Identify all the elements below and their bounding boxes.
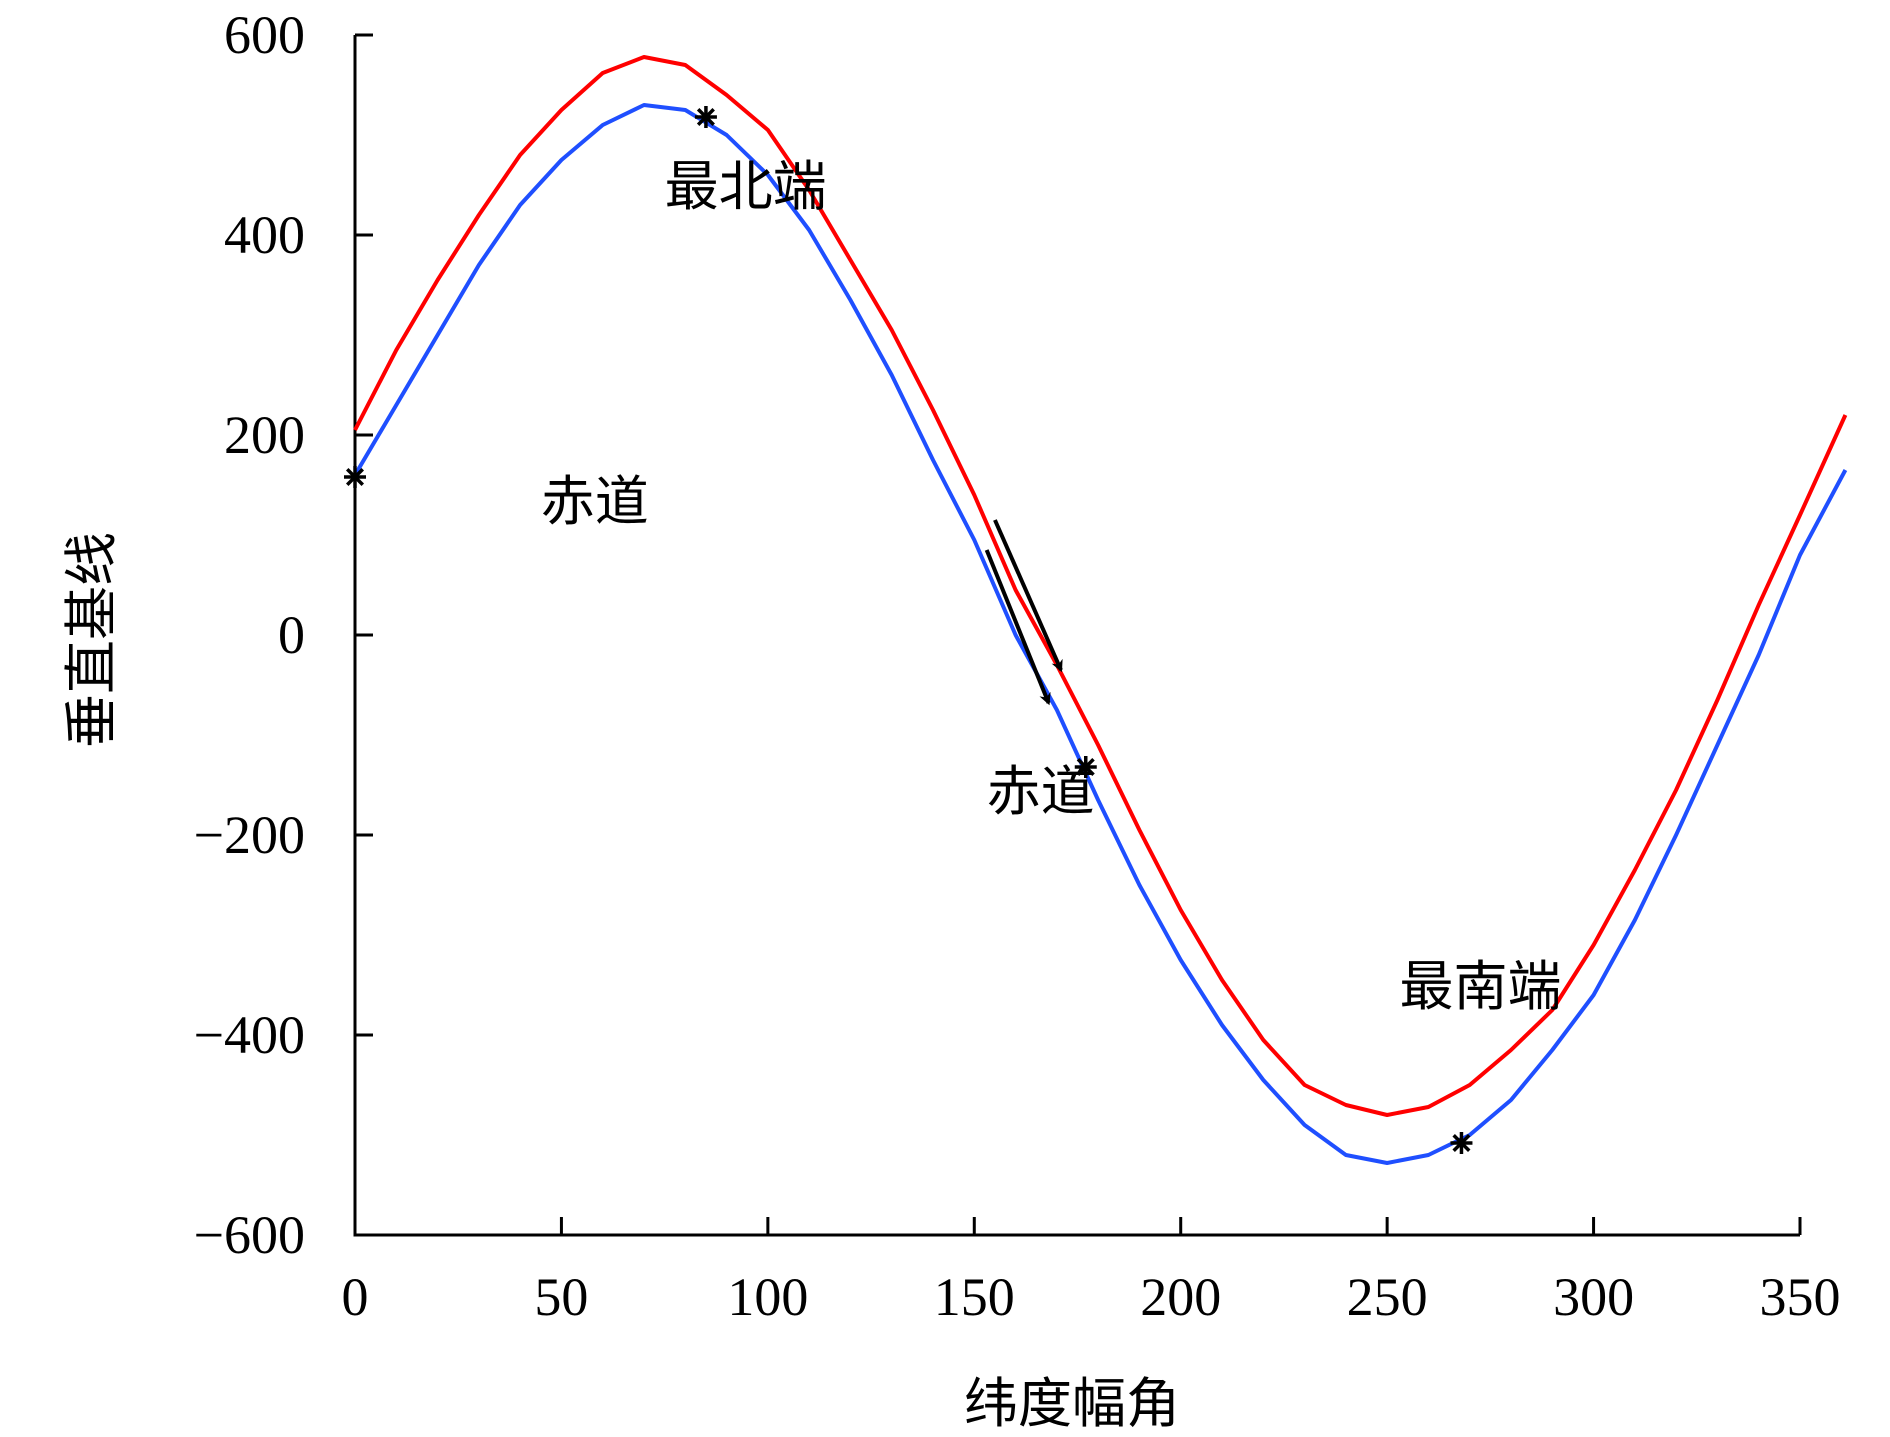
annotation-label: 赤道 (541, 470, 649, 533)
x-tick-label: 350 (1760, 1267, 1841, 1327)
star-marker-stroke (696, 107, 715, 127)
x-tick-label: 50 (534, 1267, 588, 1327)
y-tick-label: 0 (278, 605, 305, 665)
x-tick-label: 250 (1347, 1267, 1428, 1327)
star-marker-stroke (1076, 757, 1095, 777)
annotation-label: 赤道 (987, 760, 1095, 823)
series-line-2 (353, 103, 1848, 1165)
y-tick-label: 400 (224, 205, 305, 265)
star-marker (1074, 756, 1097, 778)
axes: 600 400 200 0 −200 −400 −600 0 50 100 150 200 250 300… (194, 5, 1841, 1327)
axis-lines (353, 35, 1800, 1237)
y-tick-label: −600 (194, 1205, 305, 1265)
annotation-arrow (993, 519, 1063, 673)
y-tick-label: −400 (194, 1005, 305, 1065)
y-tick-label: 200 (224, 405, 305, 465)
y-tick-label: −200 (194, 805, 305, 865)
star-marker-stroke (345, 467, 365, 487)
arrow-layer (984, 519, 1063, 706)
y-tick-label: 600 (224, 5, 305, 65)
x-axis-title: 纬度幅角 (964, 1372, 1180, 1435)
annotation-arrow (984, 549, 1051, 706)
x-tick-label: 200 (1140, 1267, 1221, 1327)
star-marker (694, 106, 717, 128)
star-marker-stroke (1452, 1133, 1471, 1153)
x-tick-label: 300 (1553, 1267, 1634, 1327)
marker-layer (344, 106, 1473, 1154)
annotation-label: 最北端 (665, 155, 827, 218)
x-tick-label: 100 (727, 1267, 808, 1327)
series-line-1 (353, 55, 1848, 1117)
star-marker (1450, 1132, 1473, 1154)
series-layer (353, 55, 1848, 1165)
x-tick-label: 150 (934, 1267, 1015, 1327)
x-tick-label: 0 (342, 1267, 369, 1327)
annotation-label: 最南端 (1400, 955, 1562, 1018)
y-axis-title: 垂直基线 (60, 532, 123, 748)
star-marker (344, 466, 366, 488)
